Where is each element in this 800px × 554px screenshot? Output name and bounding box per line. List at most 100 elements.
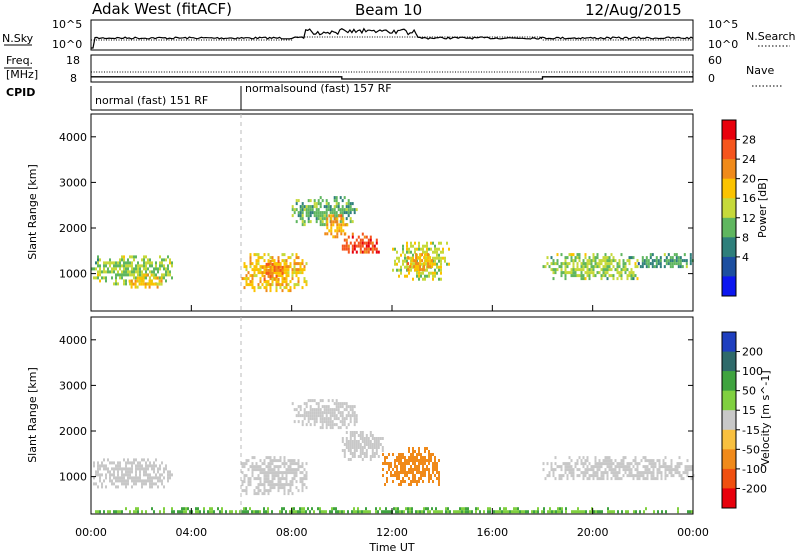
range-cell bbox=[309, 199, 312, 203]
range-cell bbox=[144, 282, 147, 286]
range-cell bbox=[339, 220, 342, 224]
range-cell bbox=[295, 283, 298, 287]
range-cell bbox=[408, 247, 410, 251]
range-cell bbox=[287, 489, 290, 493]
range-cell bbox=[135, 482, 137, 486]
range-cell bbox=[643, 510, 645, 514]
range-cell bbox=[251, 280, 254, 284]
range-cell bbox=[341, 417, 344, 421]
range-cell bbox=[414, 450, 416, 453]
range-cell bbox=[151, 479, 153, 483]
range-cell bbox=[427, 256, 430, 260]
range-cell bbox=[325, 202, 328, 206]
range-cell bbox=[255, 262, 258, 266]
velocity-colorbar-tick-label: -15 bbox=[742, 424, 760, 437]
range-cell bbox=[141, 485, 143, 489]
range-cell bbox=[321, 417, 324, 421]
velocity-data bbox=[93, 399, 695, 514]
range-cell bbox=[143, 264, 145, 268]
range-cell bbox=[345, 247, 348, 251]
range-cell bbox=[669, 259, 672, 263]
range-cell bbox=[435, 510, 437, 514]
range-cell bbox=[377, 510, 379, 514]
range-cell bbox=[165, 467, 167, 471]
range-cell bbox=[137, 267, 139, 271]
range-cell bbox=[590, 259, 593, 263]
range-cell bbox=[133, 255, 135, 259]
range-cell bbox=[414, 465, 416, 468]
range-cell bbox=[343, 452, 346, 455]
range-cell bbox=[271, 474, 274, 478]
velocity-colorbar-swatch bbox=[722, 410, 736, 431]
range-cell bbox=[299, 465, 302, 469]
power-data bbox=[91, 196, 694, 293]
range-cell bbox=[273, 474, 276, 478]
range-cell bbox=[562, 271, 565, 275]
range-cell bbox=[149, 270, 151, 274]
range-cell bbox=[550, 465, 553, 469]
range-cell bbox=[600, 465, 603, 469]
range-cell bbox=[475, 507, 477, 511]
range-cell bbox=[95, 473, 97, 477]
range-cell bbox=[632, 271, 635, 275]
range-cell bbox=[396, 459, 398, 462]
range-cell bbox=[141, 264, 143, 268]
range-cell bbox=[143, 467, 145, 471]
range-cell bbox=[371, 443, 374, 446]
range-cell bbox=[564, 262, 567, 266]
range-cell bbox=[422, 271, 424, 275]
range-cell bbox=[638, 471, 641, 475]
range-cell bbox=[580, 459, 583, 463]
range-cell bbox=[588, 462, 591, 466]
range-cell bbox=[559, 507, 561, 511]
range-cell bbox=[624, 456, 627, 460]
range-cell bbox=[430, 456, 432, 459]
range-cell bbox=[588, 259, 591, 263]
range-cell bbox=[321, 220, 324, 224]
range-cell bbox=[652, 477, 655, 481]
range-cell bbox=[610, 262, 613, 266]
range-cell bbox=[129, 264, 131, 268]
range-cell bbox=[115, 510, 117, 514]
range-cell bbox=[317, 402, 320, 406]
range-cell bbox=[407, 256, 410, 260]
range-cell bbox=[420, 247, 422, 251]
range-cell bbox=[307, 417, 310, 421]
range-cell bbox=[404, 480, 406, 483]
range-cell bbox=[141, 467, 143, 471]
range-cell bbox=[688, 465, 691, 469]
range-cell bbox=[127, 264, 129, 268]
range-cell bbox=[582, 268, 585, 272]
range-cell bbox=[347, 443, 350, 446]
range-cell bbox=[548, 471, 551, 475]
range-cell bbox=[159, 467, 161, 471]
range-cell bbox=[683, 259, 686, 263]
range-cell bbox=[265, 289, 268, 293]
range-cell bbox=[267, 474, 270, 478]
range-cell bbox=[542, 462, 545, 466]
range-cell bbox=[357, 443, 360, 446]
range-cell bbox=[432, 277, 434, 281]
range-cell bbox=[438, 247, 440, 251]
range-cell bbox=[408, 271, 410, 275]
range-cell bbox=[365, 241, 368, 245]
range-cell bbox=[267, 477, 270, 481]
range-cell bbox=[125, 279, 127, 283]
range-cell bbox=[465, 507, 467, 511]
range-cell bbox=[429, 510, 431, 514]
range-cell bbox=[598, 462, 601, 466]
range-cell bbox=[634, 274, 637, 278]
range-cell bbox=[396, 268, 398, 272]
range-cell bbox=[253, 492, 256, 496]
range-cell bbox=[336, 217, 339, 221]
range-cell bbox=[158, 282, 161, 286]
range-cell bbox=[265, 456, 268, 460]
range-cell bbox=[333, 205, 336, 209]
range-cell bbox=[97, 510, 99, 514]
range-cell bbox=[410, 468, 412, 471]
range-cell bbox=[147, 473, 149, 477]
range-cell bbox=[680, 462, 683, 466]
range-cell bbox=[434, 465, 436, 468]
range-cell bbox=[363, 440, 366, 443]
range-cell bbox=[289, 459, 292, 463]
